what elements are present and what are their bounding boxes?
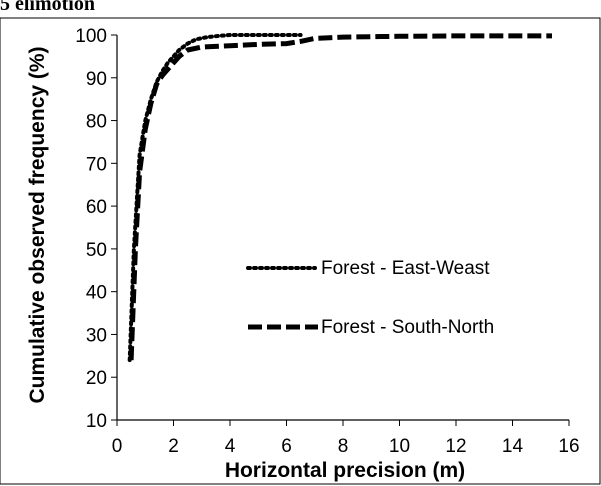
x-tick-label: 4 xyxy=(225,436,236,457)
x-tick-label: 6 xyxy=(281,436,292,457)
x-tick-label: 10 xyxy=(389,436,410,457)
y-tick-label: 80 xyxy=(86,112,107,133)
series-line-south-north xyxy=(128,33,552,361)
x-tick-label: 16 xyxy=(558,436,579,457)
top-fragment-text: 5 elimotion xyxy=(0,0,95,15)
x-tick-label: 2 xyxy=(168,436,179,457)
y-tick-label: 60 xyxy=(86,197,107,218)
tick-labels: 0 2 4 6 8 10 12 14 16 10 20 30 40 50 60 70 80 90 100 xyxy=(75,26,579,457)
y-tick-label: 70 xyxy=(86,154,107,175)
y-tick-label: 90 xyxy=(86,69,107,90)
x-tick-label: 14 xyxy=(502,436,524,457)
y-tick-label: 100 xyxy=(75,26,107,47)
y-tick-label: 50 xyxy=(86,240,107,261)
y-tick-label: 20 xyxy=(86,368,107,389)
axes xyxy=(111,34,570,426)
y-axis-title: Cumulative observed frequency (%) xyxy=(26,46,49,403)
x-axis-title: Horizontal precision (m) xyxy=(225,459,465,482)
y-tick-label: 40 xyxy=(86,283,107,304)
y-tick-label: 30 xyxy=(86,325,107,346)
legend: Forest - East-Weast Forest - South-North xyxy=(246,258,494,338)
x-tick-label: 12 xyxy=(445,436,466,457)
plot-area-border xyxy=(0,17,601,485)
x-tick-label: 8 xyxy=(338,436,349,457)
x-tick-label: 0 xyxy=(112,436,123,457)
legend-label-south-north: Forest - South-North xyxy=(321,317,494,338)
y-tick-label: 10 xyxy=(86,411,107,432)
legend-label-east-weast: Forest - East-Weast xyxy=(321,258,490,279)
series-layer xyxy=(127,33,552,363)
